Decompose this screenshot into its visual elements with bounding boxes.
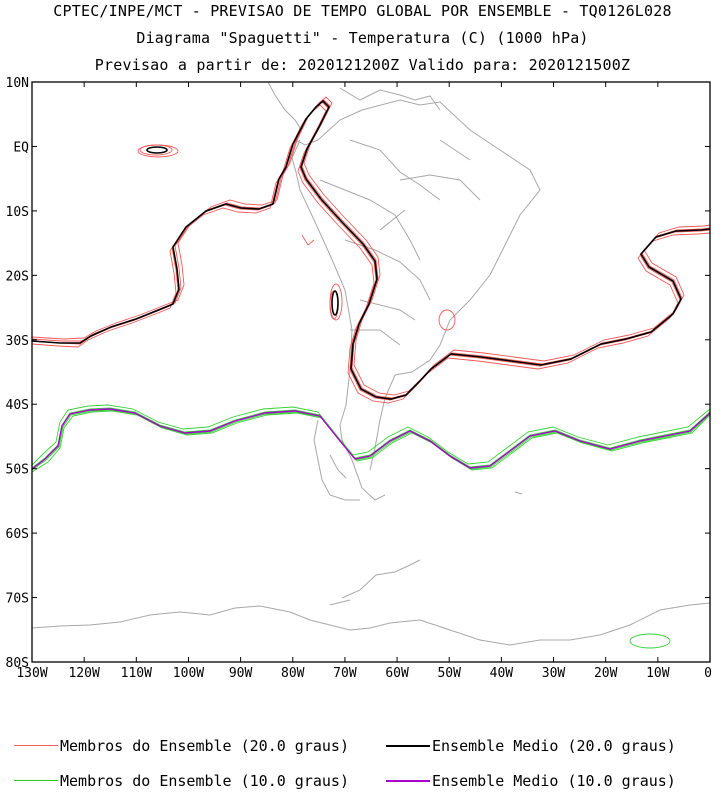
lat-tick-label: 60S [6, 527, 29, 542]
lat-tick-label: 20S [6, 269, 29, 284]
lon-tick-label: 90W [229, 666, 253, 681]
lat-tick-label: 50S [6, 463, 29, 478]
legend-label: Ensemble Medio (20.0 graus) [432, 737, 676, 755]
ensemble-members-10 [32, 404, 710, 649]
lon-tick-label: 120W [68, 666, 99, 681]
title-line-1: CPTEC/INPE/MCT - PREVISAO DE TEMPO GLOBA… [53, 2, 672, 20]
lon-tick-label: 100W [173, 666, 204, 681]
lon-tick-label: 80W [281, 666, 305, 681]
lon-tick-label: 70W [333, 666, 357, 681]
lat-tick-label: 10N [6, 76, 29, 91]
lon-tick-label: 30W [542, 666, 566, 681]
lat-tick-label: 10S [6, 205, 29, 220]
lon-tick-label: 50W [437, 666, 461, 681]
lon-tick-label: 10W [646, 666, 670, 681]
ensemble-mean-10 [32, 408, 710, 470]
lon-tick-label: 110W [121, 666, 152, 681]
lat-tick-label: 40S [6, 398, 29, 413]
legend-swatch-purple [386, 780, 430, 782]
axis-ticks [31, 81, 711, 663]
lat-tick-label: 80S [6, 656, 29, 671]
legend-swatch-green [14, 780, 58, 781]
title-line-3: Previsao a partir de: 2020121200Z Valido… [94, 56, 631, 74]
legend-swatch-black [386, 745, 430, 747]
legend-swatch-red [14, 745, 58, 746]
legend-label: Ensemble Medio (10.0 graus) [432, 772, 676, 790]
ensemble-mean-20 [32, 99, 710, 400]
lat-tick-label: 30S [6, 334, 29, 349]
lon-tick-label: 60W [385, 666, 409, 681]
lat-tick-label: EQ [13, 140, 29, 155]
latitude-labels: 10N EQ 10S 20S 30S 40S 50S 60S 70S 80S [6, 76, 30, 671]
legend-label: Membros do Ensemble (20.0 graus) [60, 737, 349, 755]
lon-tick-label: 20W [594, 666, 618, 681]
coastlines [32, 82, 710, 646]
lon-tick-label: 130W [16, 666, 47, 681]
ensemble-members-20 [32, 96, 710, 404]
lat-tick-label: 70S [6, 592, 29, 607]
lon-tick-label: 40W [490, 666, 514, 681]
longitude-labels: 130W 120W 110W 100W 90W 80W 70W 60W 50W 40W 30W 20W… [16, 666, 712, 681]
lon-tick-label: 0 [704, 666, 712, 681]
title-line-2: Diagrama "Spaguetti" - Temperatura (C) (… [136, 29, 589, 47]
legend-label: Membros do Ensemble (10.0 graus) [60, 772, 349, 790]
map-frame [31, 81, 711, 663]
